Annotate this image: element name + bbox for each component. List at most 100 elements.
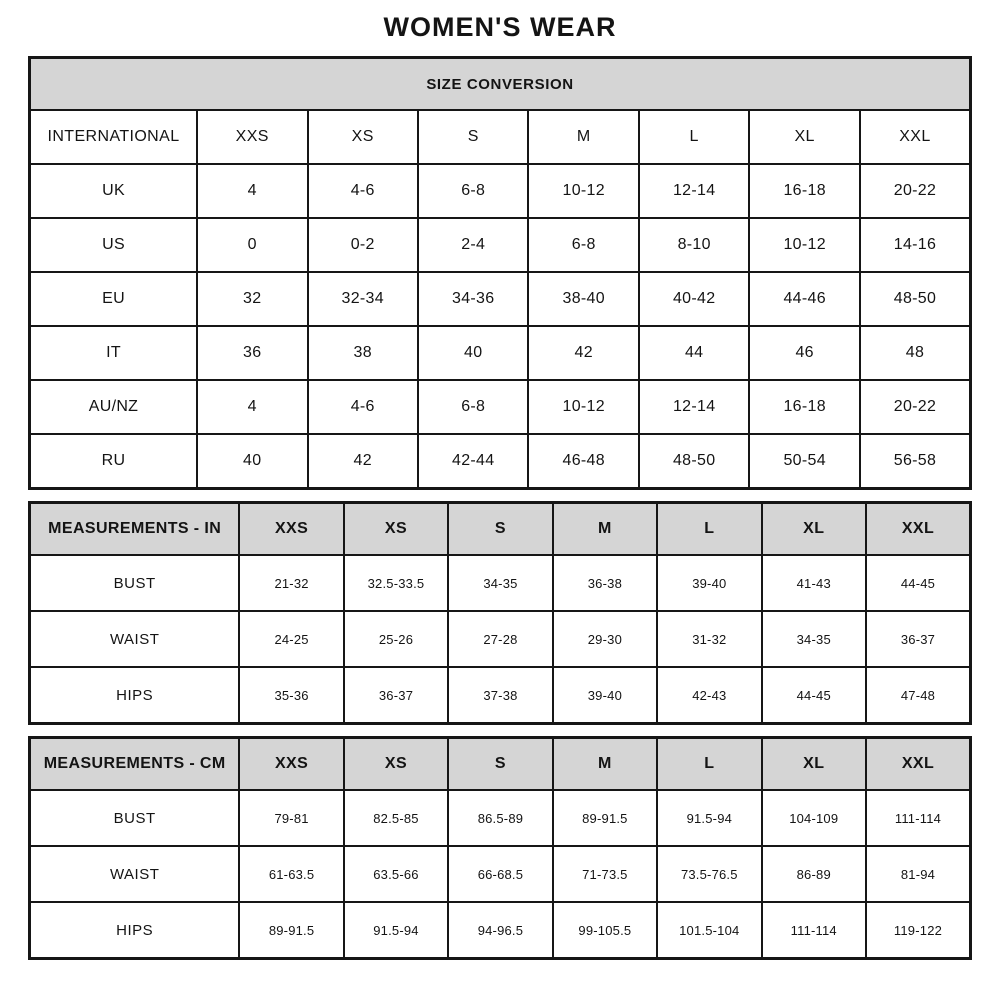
size-value-cell: 32-34: [306, 271, 419, 327]
measurement-value-cell: 36-37: [864, 610, 972, 668]
table-row-hips-cm: HIPS 89-91.5 91.5-94 94-96.5 99-105.5 10…: [28, 901, 972, 960]
col-header-cell: XXL: [864, 501, 972, 556]
table-row-waist-in: WAIST 24-25 25-26 27-28 29-30 31-32 34-3…: [28, 610, 972, 668]
column-header-row: MEASUREMENTS - CM XXS XS S M L XL XXL: [28, 736, 972, 791]
size-value-cell: 48-50: [858, 271, 972, 327]
measurement-value-cell: 104-109: [760, 789, 867, 847]
measurement-value-cell: 25-26: [342, 610, 450, 668]
col-header-cell: L: [656, 501, 763, 556]
row-label-cell: HIPS: [28, 901, 241, 960]
measurement-value-cell: 81-94: [864, 845, 972, 903]
measurement-value-cell: 37-38: [447, 666, 554, 725]
size-value-cell: 38-40: [527, 271, 640, 327]
row-label-cell: INTERNATIONAL: [28, 109, 199, 165]
size-value-cell: 6-8: [527, 217, 640, 273]
size-value-cell: 4-6: [306, 163, 419, 219]
size-value-cell: 48-50: [637, 433, 751, 490]
table-title: SIZE CONVERSION: [28, 56, 972, 111]
measurement-value-cell: 34-35: [760, 610, 867, 668]
row-label-cell: US: [28, 217, 199, 273]
measurement-value-cell: 119-122: [864, 901, 972, 960]
row-label-cell: EU: [28, 271, 199, 327]
measurement-value-cell: 101.5-104: [656, 901, 763, 960]
size-value-cell: 44: [637, 325, 751, 381]
table-row-aunz: AU/NZ 4 4-6 6-8 10-12 12-14 16-18 20-22: [28, 379, 972, 435]
col-header-cell: XXS: [196, 109, 309, 165]
col-header-cell: XL: [748, 109, 861, 165]
table-title-row: SIZE CONVERSION: [28, 56, 972, 111]
measurement-value-cell: 91.5-94: [656, 789, 763, 847]
size-value-cell: 32: [196, 271, 309, 327]
col-header-cell: M: [551, 501, 659, 556]
size-value-cell: 14-16: [858, 217, 972, 273]
measurement-value-cell: 24-25: [238, 610, 345, 668]
size-value-cell: 34-36: [416, 271, 530, 327]
row-label-cell: WAIST: [28, 845, 241, 903]
col-header-cell: S: [447, 736, 554, 791]
column-header-row: MEASUREMENTS - IN XXS XS S M L XL XXL: [28, 501, 972, 556]
measurement-value-cell: 63.5-66: [342, 845, 450, 903]
measurement-value-cell: 27-28: [447, 610, 554, 668]
size-value-cell: 38: [306, 325, 419, 381]
measurement-value-cell: 31-32: [656, 610, 763, 668]
row-label-cell: BUST: [28, 789, 241, 847]
measurement-value-cell: 99-105.5: [551, 901, 659, 960]
col-header-cell: L: [656, 736, 763, 791]
size-value-cell: 48: [858, 325, 972, 381]
measurement-value-cell: 71-73.5: [551, 845, 659, 903]
size-conversion-table: SIZE CONVERSION INTERNATIONAL XXS XS S M…: [28, 56, 972, 490]
table-row-hips-in: HIPS 35-36 36-37 37-38 39-40 42-43 44-45…: [28, 666, 972, 725]
size-value-cell: 40-42: [637, 271, 751, 327]
size-value-cell: 6-8: [416, 163, 530, 219]
column-header-row: INTERNATIONAL XXS XS S M L XL XXL: [28, 109, 972, 165]
size-value-cell: 16-18: [748, 379, 861, 435]
size-value-cell: 4: [196, 163, 309, 219]
col-header-cell: L: [637, 109, 751, 165]
measurement-value-cell: 42-43: [656, 666, 763, 725]
size-value-cell: 10-12: [527, 379, 640, 435]
size-value-cell: 16-18: [748, 163, 861, 219]
measurement-value-cell: 73.5-76.5: [656, 845, 763, 903]
size-value-cell: 20-22: [858, 379, 972, 435]
col-header-cell: XL: [760, 501, 867, 556]
size-value-cell: 10-12: [748, 217, 861, 273]
size-value-cell: 36: [196, 325, 309, 381]
size-value-cell: 4-6: [306, 379, 419, 435]
size-value-cell: 10-12: [527, 163, 640, 219]
measurement-value-cell: 39-40: [551, 666, 659, 725]
size-value-cell: 46: [748, 325, 861, 381]
col-header-cell: XXS: [238, 501, 345, 556]
row-label-cell: UK: [28, 163, 199, 219]
row-label-cell: RU: [28, 433, 199, 490]
measurement-value-cell: 36-37: [342, 666, 450, 725]
col-header-cell: XS: [306, 109, 419, 165]
size-value-cell: 40: [196, 433, 309, 490]
table-title: MEASUREMENTS - IN: [28, 501, 241, 556]
size-value-cell: 2-4: [416, 217, 530, 273]
row-label-cell: HIPS: [28, 666, 241, 725]
measurement-value-cell: 34-35: [447, 554, 554, 612]
size-value-cell: 12-14: [637, 379, 751, 435]
size-value-cell: 0-2: [306, 217, 419, 273]
row-label-cell: BUST: [28, 554, 241, 612]
table-row-it: IT 36 38 40 42 44 46 48: [28, 325, 972, 381]
measurements-in-table: MEASUREMENTS - IN XXS XS S M L XL XXL BU…: [28, 501, 972, 725]
page-title: WOMEN'S WEAR: [383, 12, 617, 42]
size-value-cell: 8-10: [637, 217, 751, 273]
measurement-value-cell: 29-30: [551, 610, 659, 668]
size-value-cell: 50-54: [748, 433, 861, 490]
col-header-cell: XS: [342, 736, 450, 791]
col-header-cell: S: [416, 109, 530, 165]
size-value-cell: 44-46: [748, 271, 861, 327]
size-value-cell: 4: [196, 379, 309, 435]
measurement-value-cell: 89-91.5: [238, 901, 345, 960]
col-header-cell: M: [527, 109, 640, 165]
measurement-value-cell: 86.5-89: [447, 789, 554, 847]
measurement-value-cell: 36-38: [551, 554, 659, 612]
measurement-value-cell: 66-68.5: [447, 845, 554, 903]
size-value-cell: 40: [416, 325, 530, 381]
row-label-cell: AU/NZ: [28, 379, 199, 435]
size-value-cell: 42-44: [416, 433, 530, 490]
row-label-cell: WAIST: [28, 610, 241, 668]
